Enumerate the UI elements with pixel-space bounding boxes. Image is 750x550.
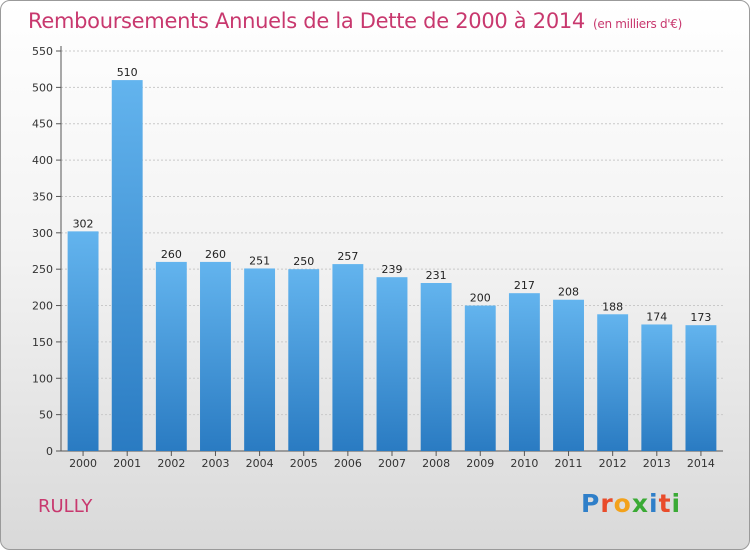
value-label: 188	[602, 300, 623, 313]
bar	[67, 231, 99, 451]
bars	[67, 80, 717, 451]
y-tick-label: 100	[32, 372, 53, 385]
value-label: 217	[514, 279, 535, 292]
x-tick-label: 2003	[201, 457, 229, 470]
x-tick-label: 2013	[643, 457, 671, 470]
y-tick-label: 250	[32, 263, 53, 276]
logo-letter: x	[631, 489, 649, 518]
x-tick-label: 2004	[246, 457, 274, 470]
bar	[111, 80, 143, 451]
y-tick-label: 50	[39, 409, 53, 422]
chart-title: Remboursements Annuels de la Dette de 20…	[28, 9, 682, 33]
bar	[200, 261, 231, 451]
bar	[244, 268, 276, 451]
y-tick-label: 450	[32, 118, 53, 131]
bar	[597, 314, 629, 451]
logo-letter: o	[613, 489, 632, 518]
bar	[420, 283, 452, 451]
value-label: 250	[293, 255, 314, 268]
x-tick-label: 2009	[466, 457, 494, 470]
logo-letter: i	[671, 489, 682, 518]
x-tick-label: 2014	[687, 457, 715, 470]
bar	[464, 305, 496, 451]
value-label: 260	[161, 248, 182, 261]
y-tick-label: 200	[32, 300, 53, 313]
bar	[376, 277, 408, 451]
y-tick-label: 0	[46, 445, 53, 458]
logo-letter: i	[649, 489, 659, 518]
city-name: RULLY	[38, 496, 93, 517]
value-label: 251	[249, 254, 270, 267]
bar	[332, 264, 364, 451]
x-tick-label: 2002	[157, 457, 185, 470]
value-label: 260	[205, 248, 226, 261]
value-label: 173	[690, 311, 711, 324]
x-tick-label: 2008	[422, 457, 450, 470]
y-tick-label: 550	[32, 45, 53, 58]
x-tick-label: 2007	[378, 457, 406, 470]
bar	[155, 261, 187, 451]
chart-unit: (en milliers d'€)	[593, 17, 683, 31]
x-tick-label: 2011	[555, 457, 583, 470]
bar	[685, 325, 717, 451]
y-tick-label: 350	[32, 190, 53, 203]
y-tick-label: 400	[32, 154, 53, 167]
proxiti-logo: Proxiti	[581, 489, 681, 518]
bar	[641, 324, 673, 451]
bar	[288, 269, 320, 451]
logo-letter: P	[581, 489, 601, 518]
value-label: 231	[426, 269, 447, 282]
x-tick-label: 2005	[290, 457, 318, 470]
chart-title-text: Remboursements Annuels de la Dette de 20…	[28, 9, 585, 33]
value-label: 257	[337, 250, 358, 263]
bar	[508, 293, 540, 451]
logo-letter: t	[658, 489, 672, 518]
y-tick-label: 150	[32, 336, 53, 349]
labels: 302 510 260 260 251 250 257 239 231 200 217 208 188 1…	[73, 66, 712, 324]
x-tick-label: 2000	[69, 457, 97, 470]
x-tick-label: 2012	[599, 457, 627, 470]
value-label: 208	[558, 286, 579, 299]
bar	[553, 299, 584, 451]
y-tick-label: 500	[32, 81, 53, 94]
y-tick-label: 300	[32, 227, 53, 240]
value-label: 239	[382, 263, 403, 276]
x-tick-label: 2010	[510, 457, 538, 470]
axes: 0 50 100 150 200 250 300 350 400 450 500 550 2000 200…	[32, 45, 723, 470]
x-tick-label: 2001	[113, 457, 141, 470]
value-label: 174	[646, 310, 667, 323]
value-label: 200	[470, 292, 491, 305]
logo-letter: r	[600, 489, 614, 518]
x-tick-label: 2006	[334, 457, 362, 470]
value-label: 510	[117, 66, 138, 79]
value-label: 302	[73, 217, 94, 230]
